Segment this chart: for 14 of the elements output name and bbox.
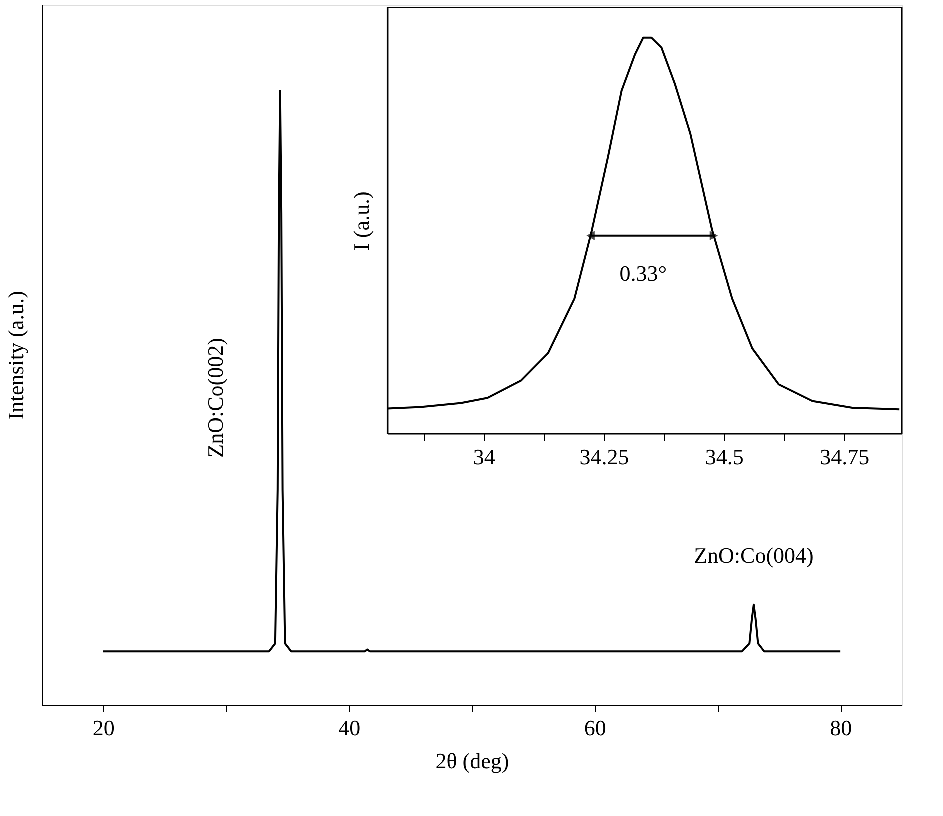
x-axis-title: 2θ (deg) [436, 748, 510, 774]
y-axis-title: I (a.u.) [349, 192, 374, 251]
annotation: ZnO:Co(002) [202, 338, 228, 458]
x-tick-label: 34.75 [820, 444, 870, 470]
x-tick-label: 80 [830, 716, 852, 740]
x-tick-label: 34 [473, 444, 496, 470]
x-tick-label: 34.25 [580, 444, 630, 470]
x-tick-label: 60 [584, 716, 606, 740]
x-tick-label: 40 [338, 716, 361, 740]
annotation: ZnO:Co(004) [694, 542, 814, 568]
x-tick-label: 34.5 [705, 444, 744, 470]
annotation: 0.33° [620, 260, 668, 286]
x-tick-label: 20 [92, 716, 115, 740]
y-axis-title: Intensity (a.u.) [4, 291, 28, 420]
